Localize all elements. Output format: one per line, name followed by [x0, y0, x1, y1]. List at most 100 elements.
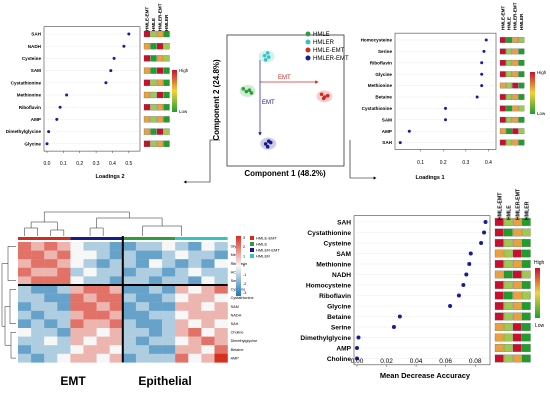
heatmap-cell: [70, 267, 84, 277]
importance-category-label: Homocysteine: [306, 282, 351, 289]
heatmap-cell: [44, 319, 58, 329]
importance-point: [356, 335, 361, 340]
heatmap-cell: [214, 276, 228, 286]
heatmap-cell: [175, 276, 189, 286]
heatmap-row-label: AMP: [231, 356, 240, 360]
heatmap-cell: [162, 310, 176, 320]
heatmap-cell: [149, 242, 163, 251]
importance-group-level-box: [503, 312, 513, 321]
heatmap-cell: [31, 242, 45, 251]
heatmap-cell: [83, 319, 97, 329]
importance-group-level-box: [503, 228, 513, 237]
loadings1-category-label: Riboflavin: [370, 60, 392, 65]
loadings2-plot-frame: [43, 26, 141, 152]
loadings1-group-header: HMLE-EMT: [500, 6, 505, 30]
importance-group-level-box: [521, 228, 531, 237]
loadings2-group-level-box: [143, 79, 151, 86]
heatmap-cell: [122, 345, 137, 354]
heatmap-cell: [135, 293, 150, 303]
heatmap-colorbar-tick-label: -1: [243, 273, 246, 277]
heatmap-cell: [18, 250, 32, 260]
importance-group-level-box: [512, 239, 522, 247]
pca-point: [319, 92, 324, 97]
loadings1-group-header: HMLER: [519, 13, 524, 30]
heatmap-cell: [18, 310, 32, 320]
importance-point: [355, 346, 359, 350]
loadings2-point: [112, 56, 116, 60]
heatmap-cell: [109, 328, 123, 337]
heatmap-cell: [83, 302, 97, 311]
heatmap-cell: [135, 250, 150, 260]
importance-point: [467, 262, 472, 266]
heatmap-cell: [109, 353, 123, 363]
heatmap-cell: [18, 345, 32, 354]
heatmap-group-strip: [70, 237, 123, 240]
loadings1-group-level-box: [518, 105, 525, 112]
loadings2-group-level-box: [163, 67, 170, 74]
heatmap-cell: [214, 319, 228, 329]
importance-x-tick-label: 0.08: [469, 358, 482, 365]
heatmap-cell: [188, 285, 202, 294]
pca-group-ellipse: [258, 50, 275, 63]
loadings1-x-tick-label: 0.3: [462, 160, 469, 166]
heatmap-cell: [201, 319, 215, 329]
heatmap-cell: [201, 328, 215, 337]
heatmap-cell: [96, 267, 110, 277]
loadings2-group-level-box: [150, 128, 157, 135]
loadings2-point: [104, 81, 108, 85]
heatmap-cell: [162, 353, 176, 363]
loadings2-group-level-box: [163, 55, 170, 62]
heatmap-legend-label: HMLER-EMT: [256, 248, 280, 253]
pca-point: [249, 91, 254, 95]
loadings1-point: [480, 72, 484, 76]
importance-group-level-box: [503, 333, 513, 342]
pca-y-axis-label: Component 2 (24.8%): [212, 59, 221, 141]
importance-group-level-box: [494, 323, 504, 331]
heatmap-cell: [162, 328, 176, 337]
loadings1-plot-frame: [394, 32, 497, 150]
heatmap-cell: [44, 353, 58, 363]
pca-x-axis-label: Component 1 (48.2%): [244, 169, 326, 178]
loadings2-group-level-box: [150, 140, 157, 147]
loadings1-group-level-box: [512, 139, 519, 146]
importance-group-level-box: [521, 239, 531, 247]
loadings1-group-level-box: [518, 48, 525, 55]
heatmap-cell: [214, 345, 228, 354]
heatmap-cell: [122, 336, 137, 346]
loadings2-category-label: Methionine: [17, 93, 42, 98]
loadings1-group-level-box: [518, 94, 525, 100]
heatmap-cell: [31, 293, 45, 303]
heatmap-cell: [57, 242, 71, 251]
heatmap-cell: [70, 276, 84, 286]
loadings2-group-level-box: [150, 79, 157, 86]
importance-group-level-box: [503, 239, 513, 247]
loadings2-category-label: Glycine: [24, 141, 41, 146]
heatmap-cell: [175, 319, 189, 329]
loadings1-group-level-box: [512, 94, 519, 100]
loadings1-group-level-box: [506, 48, 513, 55]
heatmap-legend-swatch: [250, 248, 254, 252]
loadings1-category-label: SAM: [382, 117, 392, 122]
importance-group-level-box: [521, 354, 531, 363]
heatmap-cell: [214, 242, 228, 251]
heatmap-cell: [188, 259, 202, 268]
heatmap-cell: [44, 345, 58, 354]
heatmap-cell: [44, 250, 58, 260]
heatmap-cell: [31, 310, 45, 320]
importance-group-level-box: [512, 312, 522, 321]
heatmap-row-label: Dimethylglycine: [231, 339, 258, 343]
heatmap-cell: [201, 353, 215, 363]
heatmap-cell: [188, 267, 202, 277]
importance-group-level-box: [512, 323, 522, 331]
heatmap-legend-swatch: [250, 242, 254, 246]
loadings2-group-level-box: [163, 116, 170, 123]
heatmap-row-label: Betaine: [231, 348, 244, 352]
heatmap-cell: [122, 353, 137, 363]
heatmap-legend-swatch: [250, 254, 254, 258]
loadings1-point: [398, 141, 402, 145]
importance-group-level-box: [494, 218, 504, 226]
heatmap-cell: [162, 242, 176, 251]
heatmap-cell: [201, 302, 215, 311]
loadings2-group-level-box: [156, 43, 164, 50]
